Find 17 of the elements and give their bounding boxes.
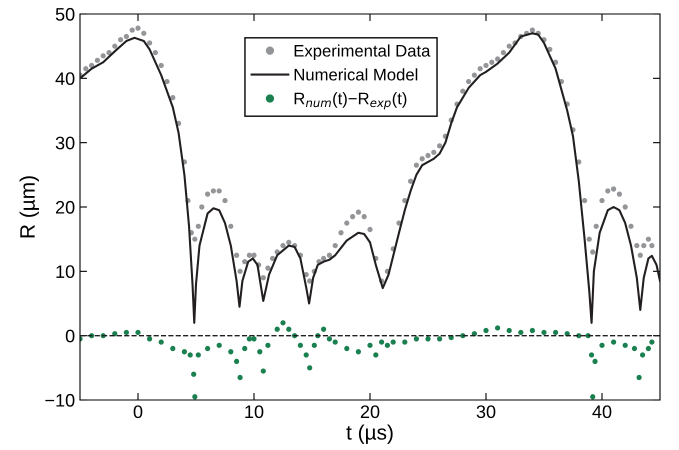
x-tick-label: 20 <box>360 405 380 418</box>
y-tick-label: 0 <box>66 330 74 342</box>
y-tick-label: 10 <box>56 265 74 278</box>
y-axis-title: R (µm) <box>20 176 39 238</box>
y-tick-label: 30 <box>56 136 74 150</box>
x-tick-label: 10 <box>245 405 264 418</box>
y-tick-label: 50 <box>56 8 74 21</box>
x-tick-label: 30 <box>476 405 496 418</box>
x-axis-title: t (µs) <box>346 424 393 444</box>
x-tick-label: 0 <box>134 405 142 418</box>
legend-label: R$_{num}$(t)−R$_{exp}$(t) <box>294 92 406 110</box>
y-tick-label: 40 <box>55 72 74 86</box>
x-tick-label: 40 <box>592 405 612 418</box>
legend-label: Numerical Model <box>294 68 418 81</box>
legend-label: Experimental Data <box>294 44 430 60</box>
y-tick-label: 20 <box>56 200 74 214</box>
y-tick-label: −10 <box>45 394 74 407</box>
